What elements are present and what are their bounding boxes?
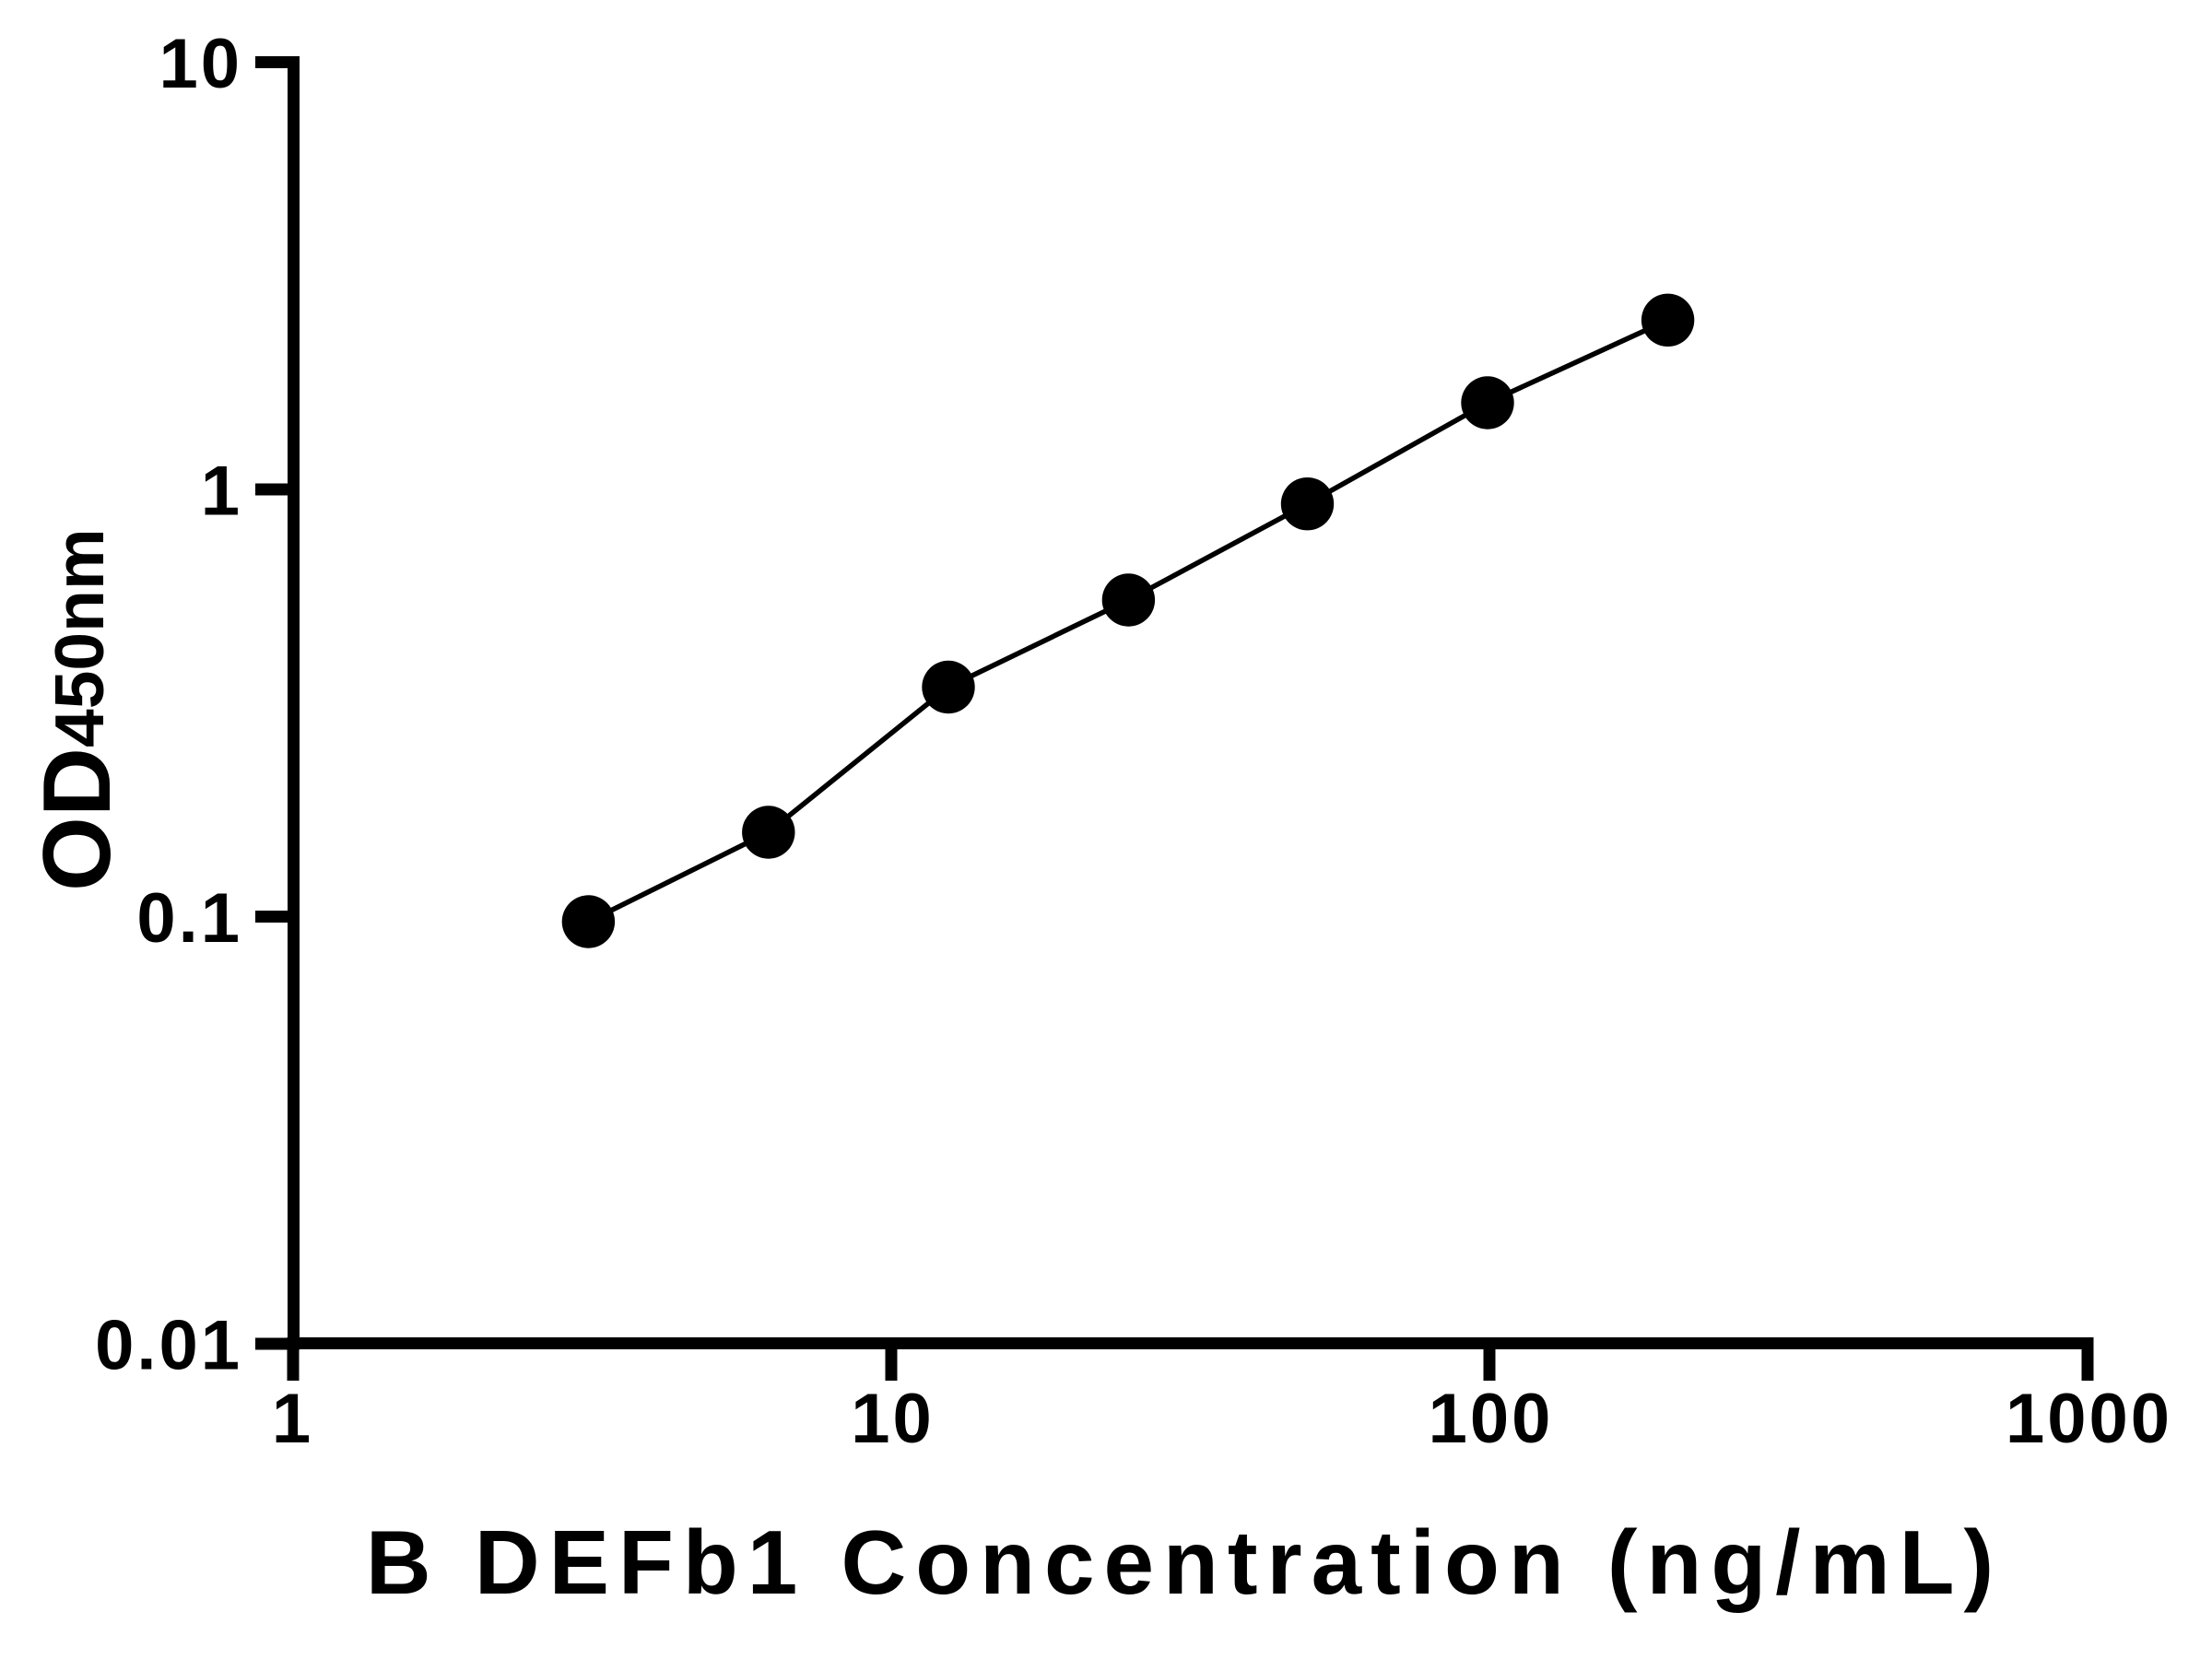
svg-text:0.01: 0.01 xyxy=(95,1307,242,1385)
svg-text:1: 1 xyxy=(201,453,242,531)
svg-text:0.1: 0.1 xyxy=(136,879,242,958)
svg-text:100: 100 xyxy=(1429,1380,1554,1458)
svg-text:1: 1 xyxy=(272,1380,313,1458)
svg-text:10: 10 xyxy=(851,1380,935,1458)
svg-text:B DEFb1 Concentration (ng/mL): B DEFb1 Concentration (ng/mL) xyxy=(366,1512,2003,1613)
svg-text:1000: 1000 xyxy=(2006,1380,2172,1458)
svg-text:10: 10 xyxy=(159,25,242,103)
svg-text:OD450nm: OD450nm xyxy=(24,528,131,891)
